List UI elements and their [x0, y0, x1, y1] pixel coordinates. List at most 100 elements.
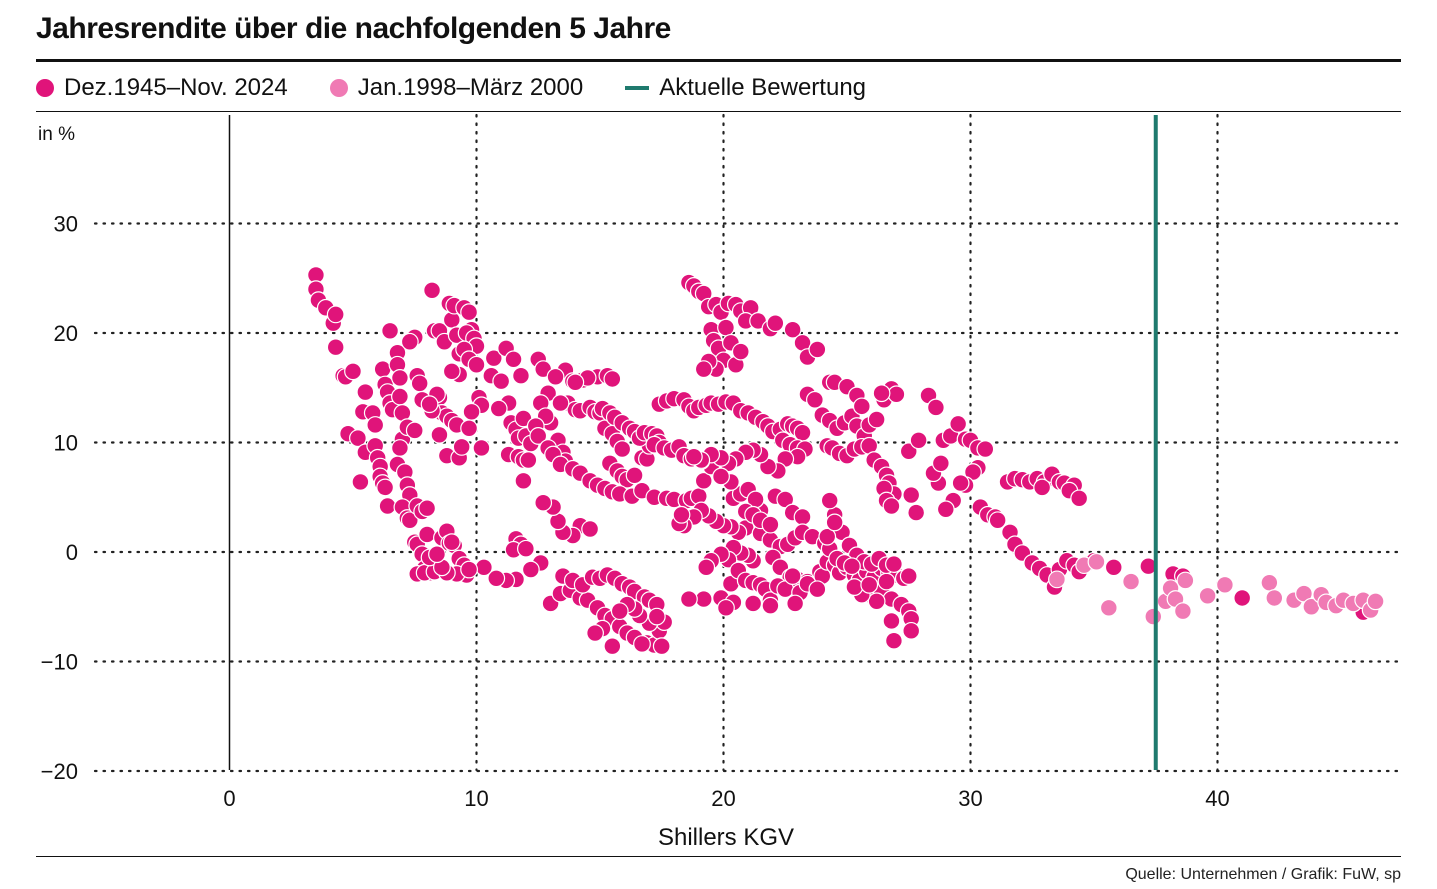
- data-point: [376, 478, 395, 497]
- data-point: [684, 447, 703, 466]
- data-point: [484, 349, 503, 368]
- legend-swatch-series-1: [36, 79, 54, 97]
- data-point: [603, 637, 622, 656]
- data-point: [652, 637, 671, 656]
- data-point: [877, 572, 896, 591]
- title-rule: [36, 59, 1401, 62]
- data-point: [1070, 489, 1089, 508]
- grid: [93, 113, 1403, 773]
- footer-rule: [36, 856, 1401, 857]
- data-point: [672, 505, 691, 524]
- source-note: Quelle: Unternehmen / Grafik: FuW, sp: [1125, 866, 1401, 883]
- tick-labels: −20 −10 0 10 20 30 0 10 20 30 40: [41, 212, 1230, 812]
- data-point: [529, 427, 548, 445]
- data-point: [391, 439, 409, 457]
- data-point: [899, 567, 918, 585]
- y-tick-label: 30: [54, 212, 78, 237]
- data-point: [976, 440, 995, 458]
- data-point: [349, 429, 367, 448]
- data-point: [793, 508, 812, 526]
- data-points: [307, 266, 1385, 656]
- data-point: [843, 557, 861, 576]
- data-point: [633, 635, 651, 653]
- data-point: [460, 560, 478, 579]
- data-point: [400, 332, 419, 351]
- data-point: [805, 390, 824, 409]
- data-point: [647, 607, 666, 626]
- data-point: [808, 340, 827, 359]
- data-point: [744, 594, 763, 613]
- data-point: [460, 419, 478, 438]
- data-point: [887, 385, 906, 404]
- data-point: [1260, 573, 1279, 592]
- x-tick-label: 30: [958, 786, 982, 811]
- data-point: [902, 486, 921, 504]
- data-point: [1048, 570, 1066, 589]
- legend-swatch-reference: [625, 86, 650, 90]
- data-point: [902, 621, 921, 640]
- data-point: [783, 320, 802, 339]
- data-point: [418, 525, 437, 544]
- data-point: [931, 454, 950, 473]
- data-point: [1233, 589, 1252, 607]
- data-point: [586, 624, 604, 642]
- data-point: [391, 368, 409, 387]
- legend: Dez.1945–Nov. 2024 Jan.1998–März 2000 Ak…: [36, 70, 908, 106]
- data-point: [400, 511, 419, 530]
- x-tick-label: 20: [711, 786, 735, 811]
- data-point: [442, 533, 461, 552]
- data-point: [430, 425, 449, 444]
- series-2-points: [1048, 552, 1385, 626]
- series-1-points: [307, 266, 1373, 656]
- data-point: [882, 612, 901, 630]
- data-point: [694, 360, 713, 379]
- data-point: [1099, 598, 1118, 617]
- data-point: [1176, 571, 1195, 590]
- data-point: [793, 423, 812, 442]
- data-point: [381, 321, 399, 340]
- data-point: [1033, 478, 1052, 497]
- data-point: [517, 539, 535, 558]
- data-point: [697, 558, 716, 577]
- data-point: [512, 366, 530, 385]
- data-point: [460, 303, 478, 322]
- data-point: [1216, 575, 1234, 594]
- data-point: [1265, 589, 1284, 607]
- data-point: [820, 491, 839, 510]
- legend-item-series-1: Dez.1945–Nov. 2024: [36, 74, 288, 102]
- data-point: [1087, 552, 1106, 571]
- data-point: [717, 318, 735, 337]
- data-point: [882, 497, 901, 515]
- data-point: [867, 592, 886, 611]
- y-tick-label: 10: [54, 431, 78, 456]
- data-point: [783, 567, 802, 585]
- data-point: [418, 499, 437, 518]
- data-point: [519, 451, 538, 469]
- data-point: [356, 383, 375, 402]
- data-point: [566, 373, 585, 392]
- data-point: [1122, 572, 1140, 591]
- data-point: [761, 515, 780, 534]
- data-point: [521, 560, 540, 579]
- data-point: [1198, 586, 1217, 605]
- data-point: [546, 367, 565, 386]
- data-point: [504, 350, 523, 369]
- data-point: [927, 398, 945, 417]
- data-point: [625, 466, 644, 485]
- data-point: [951, 474, 970, 492]
- data-point: [860, 575, 879, 594]
- data-point: [885, 555, 903, 573]
- data-point: [1174, 602, 1192, 621]
- data-point: [534, 493, 553, 512]
- data-point: [731, 342, 750, 361]
- data-point: [472, 439, 491, 457]
- data-point: [949, 414, 968, 433]
- data-point: [373, 360, 392, 379]
- data-point: [1104, 558, 1123, 577]
- data-point: [712, 467, 730, 486]
- data-point: [680, 590, 698, 608]
- data-point: [717, 598, 735, 617]
- data-point: [852, 397, 871, 416]
- data-point: [1144, 607, 1163, 626]
